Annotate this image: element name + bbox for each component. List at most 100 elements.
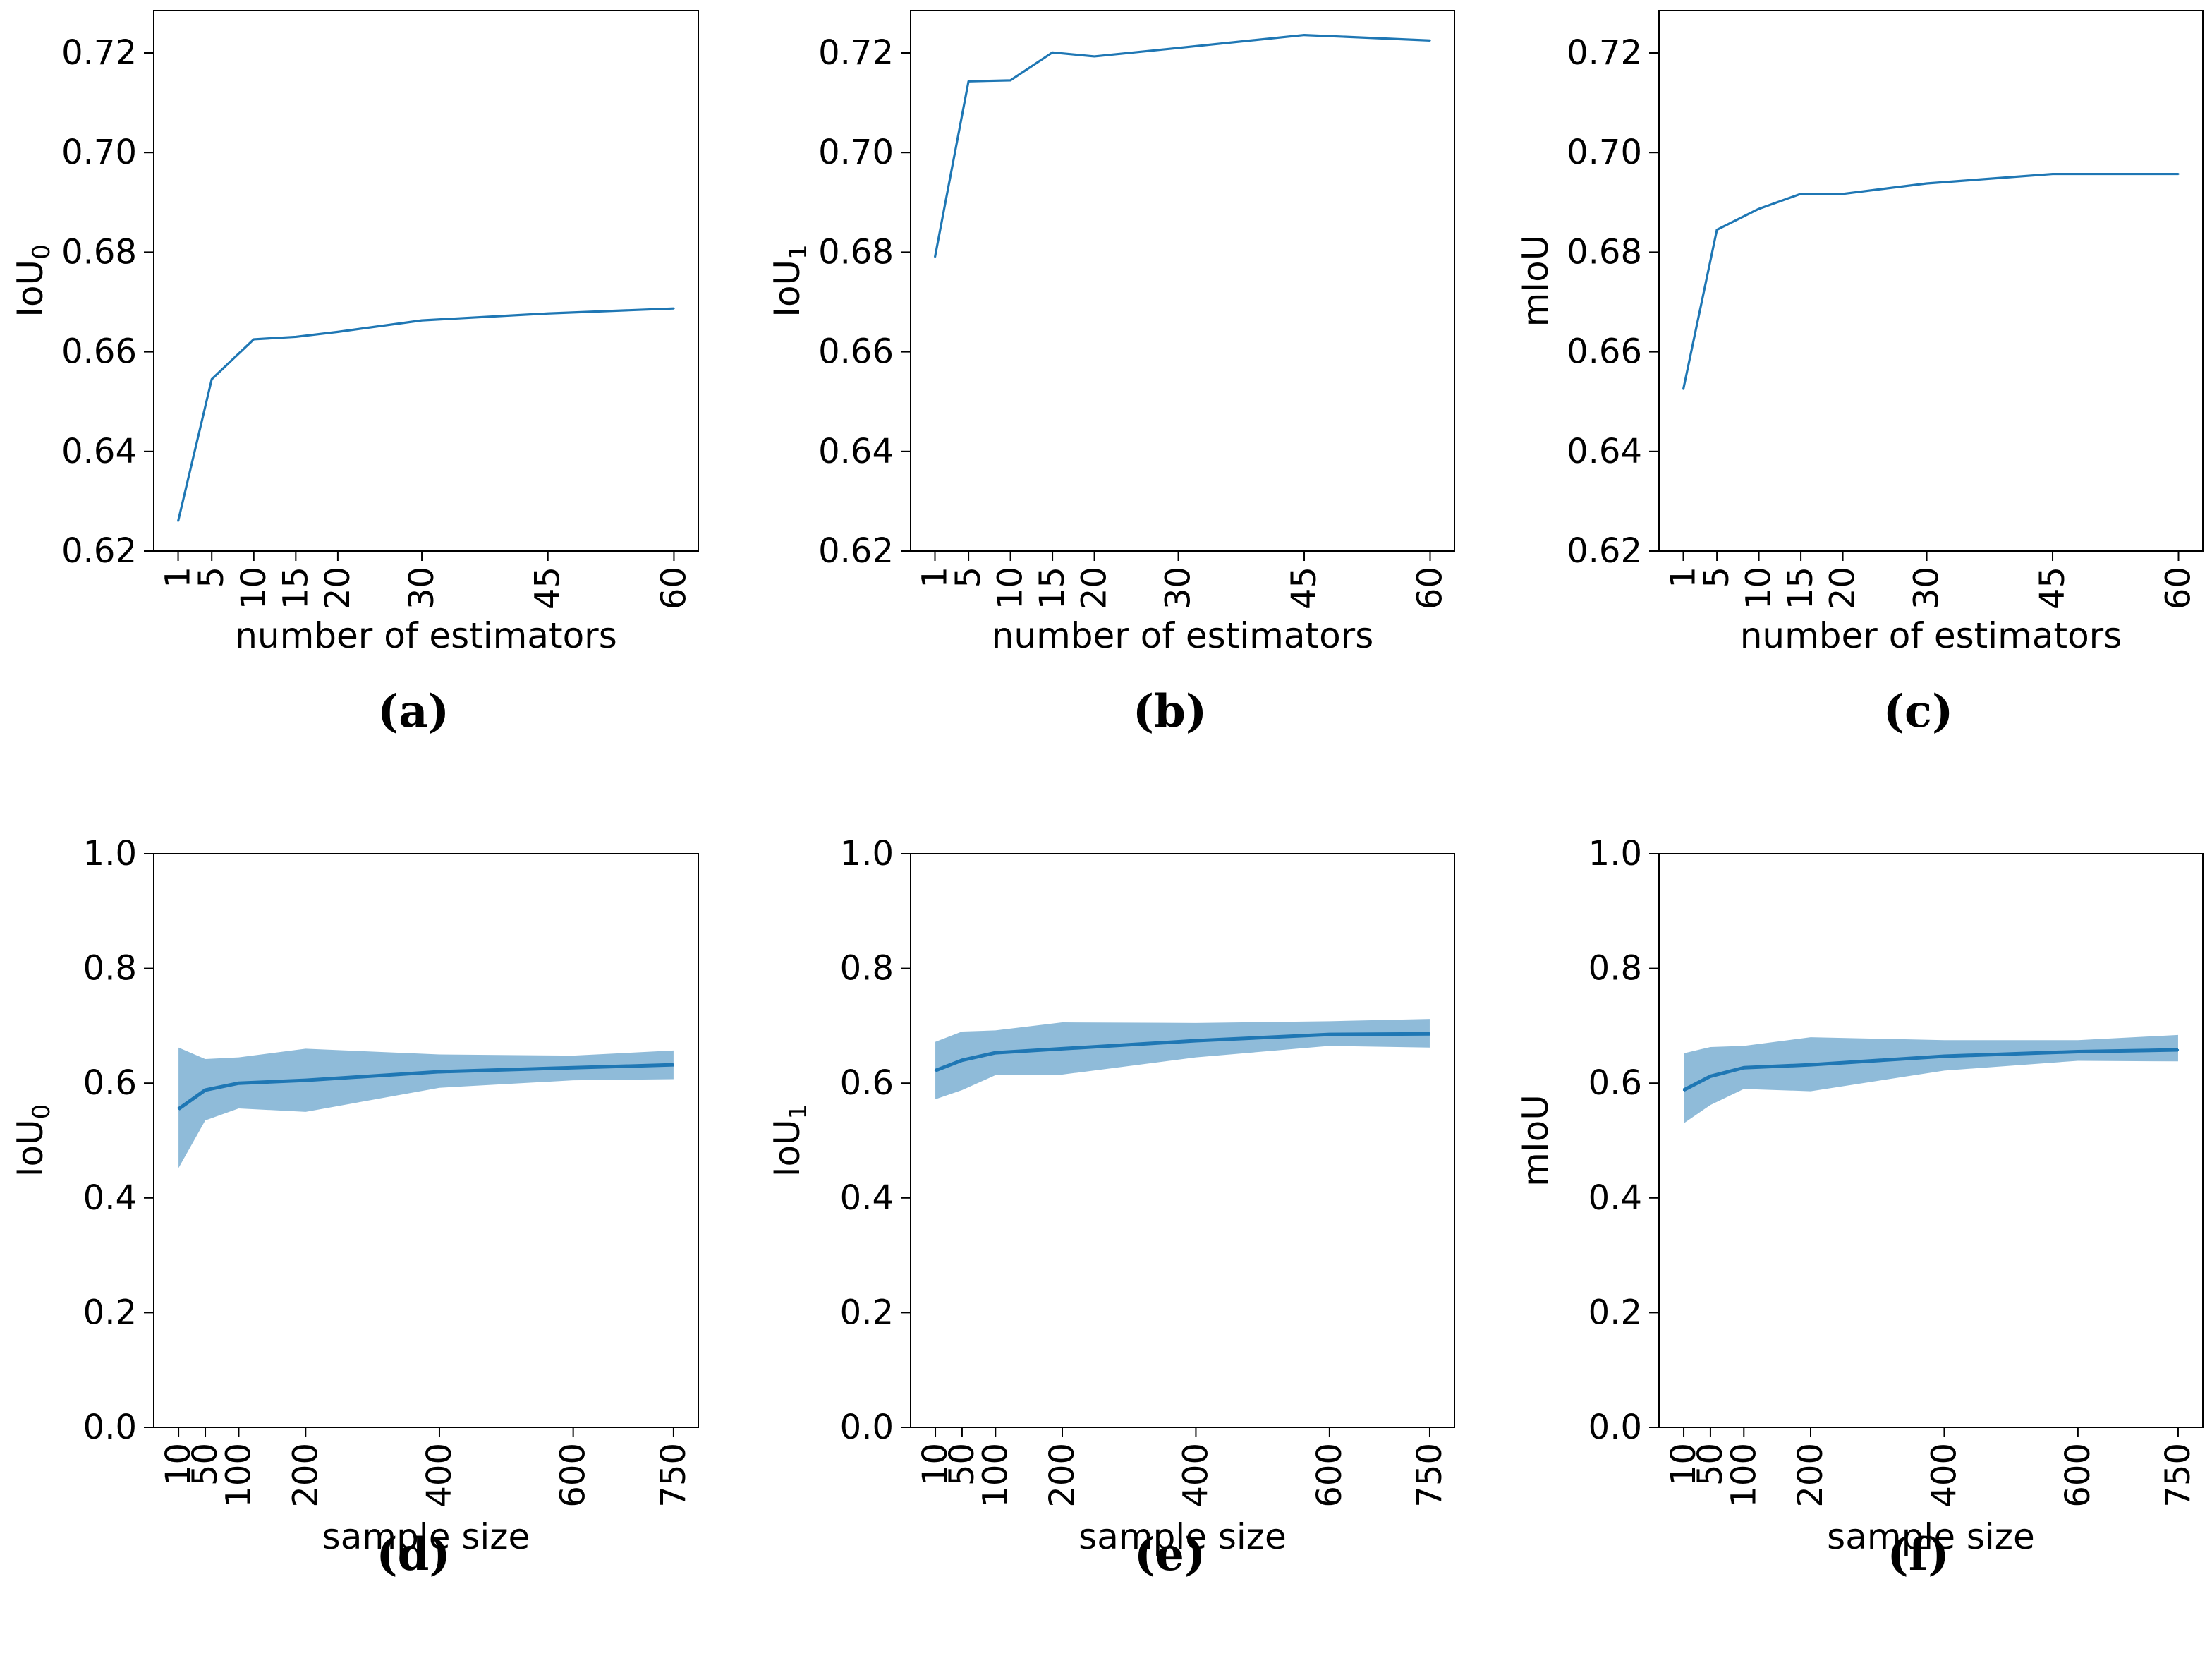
x-axis-label: sample size bbox=[1078, 1516, 1287, 1557]
y-axis-label: mIoU bbox=[1515, 235, 1556, 327]
axes-frame bbox=[1658, 10, 2204, 552]
panel-caption: (a) bbox=[377, 685, 449, 738]
data-point bbox=[211, 378, 213, 380]
y-tick-label: 0.8 bbox=[83, 949, 137, 988]
data-point bbox=[1709, 1075, 1712, 1077]
series-line bbox=[1682, 172, 2179, 389]
x-tick-label: 20 bbox=[1823, 567, 1863, 610]
data-point bbox=[1743, 1067, 1745, 1069]
data-point bbox=[1428, 1033, 1431, 1035]
data-point bbox=[2051, 173, 2054, 175]
y-tick-label: 0.72 bbox=[818, 33, 894, 73]
y-tick-label: 0.6 bbox=[83, 1063, 137, 1103]
x-tick-label: 750 bbox=[2158, 1443, 2198, 1508]
y-tick-label: 0.68 bbox=[61, 232, 137, 272]
y-axis-label-subscript: 0 bbox=[28, 1104, 56, 1120]
y-axis-label: IoU0 bbox=[10, 1104, 56, 1178]
y-tick-label: 0.6 bbox=[840, 1063, 894, 1103]
y-tick-label: 0.66 bbox=[818, 332, 894, 372]
data-point bbox=[1758, 207, 1760, 210]
x-tick-label: 10 bbox=[991, 567, 1031, 610]
series-line bbox=[176, 307, 674, 522]
data-point bbox=[1051, 52, 1054, 54]
x-tick-label: 200 bbox=[1043, 1443, 1082, 1508]
axes-frame bbox=[910, 853, 1455, 1428]
x-tick-label: 400 bbox=[420, 1443, 459, 1508]
x-tick-label: 50 bbox=[942, 1443, 982, 1486]
y-axis-label-text: IoU bbox=[767, 260, 808, 318]
y-tick-label: 0.68 bbox=[818, 232, 894, 272]
data-point bbox=[1799, 193, 1802, 195]
x-tick-label: 10 bbox=[1739, 567, 1779, 610]
y-tick-label: 0.66 bbox=[61, 332, 137, 372]
panel-caption: (f) bbox=[1887, 1528, 1949, 1581]
data-point bbox=[934, 1070, 937, 1072]
y-tick-label: 0.64 bbox=[818, 432, 894, 471]
data-point bbox=[1682, 1089, 1685, 1092]
y-tick-label: 0.62 bbox=[818, 531, 894, 571]
x-tick-label: 200 bbox=[1791, 1443, 1830, 1508]
x-tick-label: 50 bbox=[186, 1443, 225, 1486]
y-tick-label: 0.2 bbox=[840, 1293, 894, 1332]
y-tick-label: 0.70 bbox=[1567, 133, 1642, 172]
y-axis-label: mIoU bbox=[1515, 1094, 1556, 1187]
y-axis-label: IoU1 bbox=[767, 1104, 813, 1178]
y-tick-label: 0.2 bbox=[1588, 1293, 1642, 1332]
data-point bbox=[1093, 55, 1095, 58]
data-point bbox=[547, 313, 549, 315]
y-tick-label: 0.8 bbox=[840, 949, 894, 988]
data-point bbox=[305, 1079, 307, 1082]
y-tick-label: 0.70 bbox=[818, 133, 894, 172]
axes-frame bbox=[153, 10, 699, 552]
y-tick-label: 0.0 bbox=[83, 1408, 137, 1447]
x-tick-label: 1 bbox=[916, 567, 955, 588]
y-tick-label: 0.70 bbox=[61, 133, 137, 172]
x-tick-label: 750 bbox=[654, 1443, 693, 1508]
data-point bbox=[934, 256, 936, 258]
x-tick-label: 15 bbox=[276, 567, 315, 610]
data-point bbox=[1195, 1039, 1197, 1042]
x-tick-label: 60 bbox=[2158, 567, 2198, 610]
x-tick-label: 600 bbox=[1310, 1443, 1349, 1508]
x-tick-label: 5 bbox=[1697, 567, 1737, 588]
y-tick-label: 0.62 bbox=[61, 531, 137, 571]
data-point bbox=[1926, 182, 1928, 185]
data-point bbox=[1429, 40, 1431, 42]
x-tick-label: 45 bbox=[2033, 567, 2072, 610]
y-tick-label: 0.4 bbox=[840, 1178, 894, 1218]
data-point bbox=[1061, 1048, 1064, 1050]
data-point bbox=[1809, 1063, 1812, 1066]
x-tick-label: 60 bbox=[1410, 567, 1450, 610]
panel-caption: (b) bbox=[1133, 685, 1207, 738]
axes-frame bbox=[910, 10, 1455, 552]
y-tick-label: 0.0 bbox=[1588, 1408, 1642, 1447]
y-tick-label: 0.0 bbox=[840, 1408, 894, 1447]
axes-frame bbox=[1658, 853, 2204, 1428]
y-axis-label-subscript: 1 bbox=[784, 1104, 813, 1120]
x-tick-label: 5 bbox=[949, 567, 988, 588]
x-tick-label: 20 bbox=[318, 567, 358, 610]
y-tick-label: 1.0 bbox=[840, 834, 894, 873]
data-point bbox=[995, 1051, 997, 1054]
x-tick-label: 10 bbox=[1664, 1443, 1703, 1486]
data-point bbox=[967, 80, 970, 83]
axes-frame bbox=[153, 853, 699, 1428]
x-tick-label: 10 bbox=[916, 1443, 955, 1486]
data-point bbox=[336, 331, 339, 333]
data-point bbox=[1177, 47, 1179, 49]
data-point bbox=[204, 1089, 207, 1092]
x-tick-label: 15 bbox=[1781, 567, 1821, 610]
data-point bbox=[295, 336, 297, 338]
data-point bbox=[1715, 229, 1718, 231]
x-axis-label: number of estimators bbox=[992, 615, 1374, 656]
data-point bbox=[1009, 79, 1011, 82]
data-point bbox=[177, 520, 179, 522]
x-tick-label: 30 bbox=[1159, 567, 1198, 610]
x-tick-label: 750 bbox=[1410, 1443, 1450, 1508]
x-tick-label: 1 bbox=[159, 567, 198, 588]
data-point bbox=[1303, 34, 1306, 36]
